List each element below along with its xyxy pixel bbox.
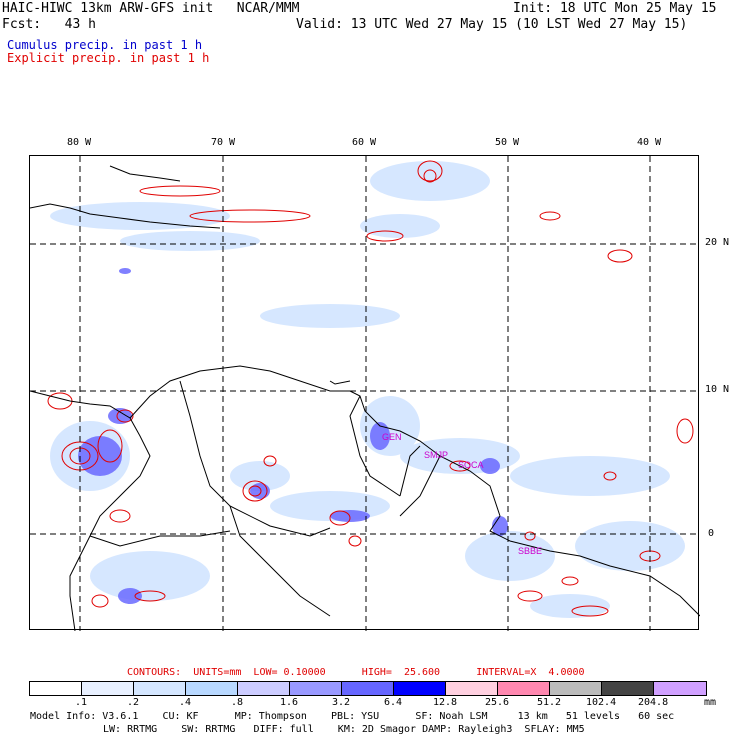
lon-label-50w: 50 W [495, 137, 520, 148]
colorbar-cell [654, 682, 706, 695]
lon-label-80w: 80 W [67, 137, 92, 148]
lon-label-70w: 70 W [211, 137, 236, 148]
colorbar-cell [550, 682, 602, 695]
colorbar-cell [238, 682, 290, 695]
init-time: Init: 18 UTC Mon 25 May 15 [513, 1, 717, 16]
colorbar-tick-label: .1 [75, 697, 88, 708]
colorbar-tick-label: 3.2 [332, 697, 351, 708]
map-canvas: GEN SMJP SOCA SBBE [29, 156, 701, 632]
colorbar-tick-label: 204.8 [638, 697, 669, 708]
colorbar-tick-label: .4 [179, 697, 192, 708]
explicit-precip-contours [47, 160, 694, 617]
station-labels: GEN SMJP SOCA SBBE [382, 432, 542, 556]
colorbar-cell [602, 682, 654, 695]
colorbar-cell [82, 682, 134, 695]
colorbar-cell [446, 682, 498, 695]
colorbar-tick-label: 51.2 [537, 697, 562, 708]
station-gen: GEN [382, 432, 402, 442]
colorbar-cell [290, 682, 342, 695]
title-left: HAIC-HIWC 13km ARW-GFS init NCAR/MMM [2, 1, 300, 16]
colorbar-cell [498, 682, 550, 695]
forecast-hour: Fcst: 43 h [2, 17, 96, 32]
colorbar-tick-label: 12.8 [433, 697, 458, 708]
graticule [30, 156, 700, 631]
colorbar-tick-label: 1.6 [280, 697, 299, 708]
cumulus-precip-heavy [78, 268, 508, 604]
valid-time: Valid: 13 UTC Wed 27 May 15 (10 LST Wed … [296, 17, 688, 32]
colorbar-cell [394, 682, 446, 695]
lon-label-40w: 40 W [637, 137, 662, 148]
legend-cumulus: Cumulus precip. in past 1 h [7, 38, 203, 52]
colorbar-cell [30, 682, 82, 695]
lat-label-20n: 20 N [705, 237, 730, 248]
station-sbbe: SBBE [518, 546, 542, 556]
colorbar-tick-label: 6.4 [384, 697, 403, 708]
station-smjp: SMJP [424, 450, 448, 460]
lon-label-60w: 60 W [352, 137, 377, 148]
colorbar-units: mm [704, 697, 717, 708]
model-info-line2: LW: RRTMG SW: RRTMG DIFF: full KM: 2D Sm… [103, 724, 585, 735]
model-info-line1: Model Info: V3.6.1 CU: KF MP: Thompson P… [30, 711, 675, 722]
colorbar-cell [134, 682, 186, 695]
cumulus-precip-shading [50, 161, 685, 618]
precip-colorbar [29, 681, 707, 696]
colorbar-tick-label: .8 [231, 697, 244, 708]
station-soca: SOCA [458, 460, 484, 470]
contour-info: CONTOURS: UNITS=mm LOW= 0.10000 HIGH= 25… [127, 667, 585, 678]
lat-label-10n: 10 N [705, 384, 730, 395]
colorbar-tick-label: 25.6 [485, 697, 510, 708]
precip-map: GEN SMJP SOCA SBBE [29, 155, 701, 632]
colorbar-tick-label: .2 [127, 697, 140, 708]
legend-explicit: Explicit precip. in past 1 h [7, 51, 210, 65]
colorbar-cell [342, 682, 394, 695]
colorbar-cell [186, 682, 238, 695]
lat-label-0: 0 [708, 528, 715, 539]
colorbar-tick-label: 102.4 [586, 697, 617, 708]
